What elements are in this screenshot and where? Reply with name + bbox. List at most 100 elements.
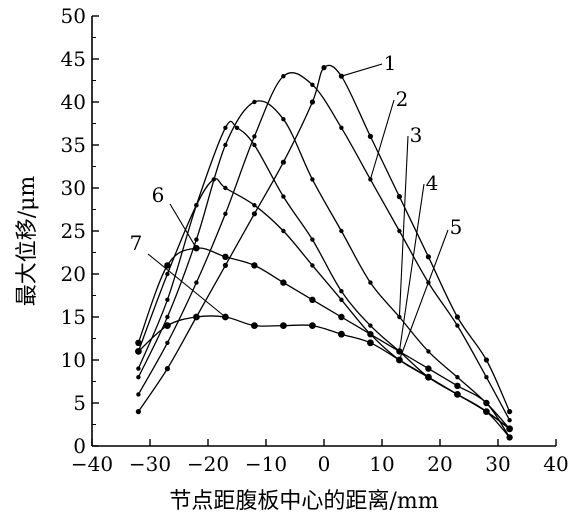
- series-3-point: [223, 142, 228, 148]
- curve-label-7: 7: [130, 231, 143, 255]
- series-7-point: [367, 339, 374, 347]
- series-6-point: [483, 399, 490, 407]
- series-6-point: [506, 434, 513, 441]
- series-2-point: [194, 280, 199, 285]
- series-5-point: [211, 177, 216, 182]
- series-7-point: [251, 322, 258, 329]
- series-2-point: [310, 82, 315, 88]
- series-1-point: [309, 99, 315, 105]
- x-tick-label: −20: [187, 452, 229, 476]
- series-1-point: [164, 366, 170, 372]
- series-2-point: [339, 125, 344, 130]
- series-4-point: [281, 194, 286, 199]
- series-4-point: [252, 142, 257, 148]
- series-7-point: [425, 373, 432, 381]
- x-tick-label: −40: [71, 452, 113, 476]
- series-6-point: [135, 339, 142, 346]
- series-7-point: [338, 330, 345, 338]
- series-3-point: [136, 375, 141, 380]
- y-tick-label: 35: [61, 133, 86, 157]
- series-5-point: [223, 185, 228, 191]
- curve-label-4: 4: [426, 171, 439, 195]
- series-3-point: [339, 228, 344, 234]
- series-3-point: [252, 99, 257, 105]
- series-2-point: [252, 134, 257, 139]
- series-7-point: [483, 408, 490, 415]
- series-4-point: [165, 297, 170, 302]
- series-1-point: [135, 409, 141, 415]
- series-4-point: [368, 323, 373, 328]
- series-1-point: [321, 65, 327, 71]
- series-6-point: [251, 262, 258, 269]
- series-3-point: [165, 314, 170, 320]
- series-1-point: [507, 409, 513, 415]
- leader-line-6: [169, 203, 197, 249]
- series-2-point: [397, 228, 402, 234]
- series-line-7: [137, 315, 510, 430]
- curve-label-6: 6: [152, 183, 165, 207]
- series-line-6: [137, 247, 511, 438]
- series-4-point: [136, 366, 141, 371]
- series-7-point: [164, 322, 171, 329]
- series-3-point: [397, 314, 402, 320]
- curve-label-5: 5: [450, 215, 463, 239]
- series-2-point: [368, 177, 373, 182]
- leader-line-5: [398, 229, 449, 361]
- axes-layer: −40 −30 −20 −10 0 10 20 30 400510152025303540455…: [15, 4, 569, 514]
- series-5-point: [281, 228, 286, 234]
- series-3-point: [426, 349, 431, 354]
- y-tick-label: 15: [61, 305, 86, 329]
- series-5-point: [194, 203, 199, 208]
- series-6-point: [367, 331, 374, 338]
- series-2-point: [484, 375, 489, 380]
- series-2-point: [281, 74, 286, 79]
- curve-label-1: 1: [384, 51, 397, 75]
- series-6-point: [280, 279, 287, 286]
- series-2-point: [455, 323, 460, 328]
- x-axis-title: 节点距腹板中心的距离/mm: [169, 489, 438, 514]
- series-6-point: [454, 382, 461, 389]
- series-5-point: [252, 203, 257, 208]
- series-1-point: [454, 314, 460, 320]
- y-tick-label: 10: [61, 348, 86, 372]
- series-4-point: [310, 237, 315, 242]
- series-6-point: [338, 313, 345, 321]
- x-tick-label: 10: [369, 452, 394, 476]
- series-4-point: [223, 125, 228, 130]
- y-tick-label: 25: [61, 219, 86, 243]
- series-3-point: [194, 237, 199, 242]
- y-tick-label: 30: [61, 176, 86, 200]
- series-1-point: [367, 133, 373, 139]
- series-6-point: [425, 365, 432, 372]
- leader-line-7: [147, 253, 226, 318]
- series-2-point: [165, 340, 170, 345]
- series-1-point: [425, 254, 431, 260]
- series-6-point: [222, 253, 229, 260]
- series-3-point: [368, 280, 373, 285]
- y-tick-label: 5: [73, 391, 86, 415]
- series-line-3: [137, 100, 511, 430]
- series-7-point: [454, 391, 461, 398]
- leader-line-2: [369, 99, 395, 180]
- series-6-point: [164, 262, 171, 269]
- series-1-point: [251, 211, 257, 217]
- series-1-point: [396, 194, 402, 200]
- leader-line-3: [398, 135, 409, 318]
- series-2-point: [136, 392, 141, 397]
- leader-line-1: [341, 63, 383, 77]
- y-tick-label: 40: [61, 90, 86, 114]
- series-line-2: [137, 72, 511, 421]
- series-4-point: [339, 289, 344, 294]
- series-7-point: [506, 425, 513, 433]
- series-5-point: [165, 271, 170, 277]
- curve-label-2: 2: [396, 87, 409, 111]
- series-line-4: [137, 120, 510, 430]
- series-7-point: [193, 313, 200, 321]
- x-tick-label: −30: [129, 452, 171, 476]
- series-1-point: [483, 357, 489, 363]
- series-7-point: [309, 322, 316, 329]
- y-tick-label: 20: [61, 262, 86, 286]
- series-2-point: [507, 418, 512, 423]
- series-6-point: [309, 296, 316, 303]
- series-4-point: [234, 125, 240, 130]
